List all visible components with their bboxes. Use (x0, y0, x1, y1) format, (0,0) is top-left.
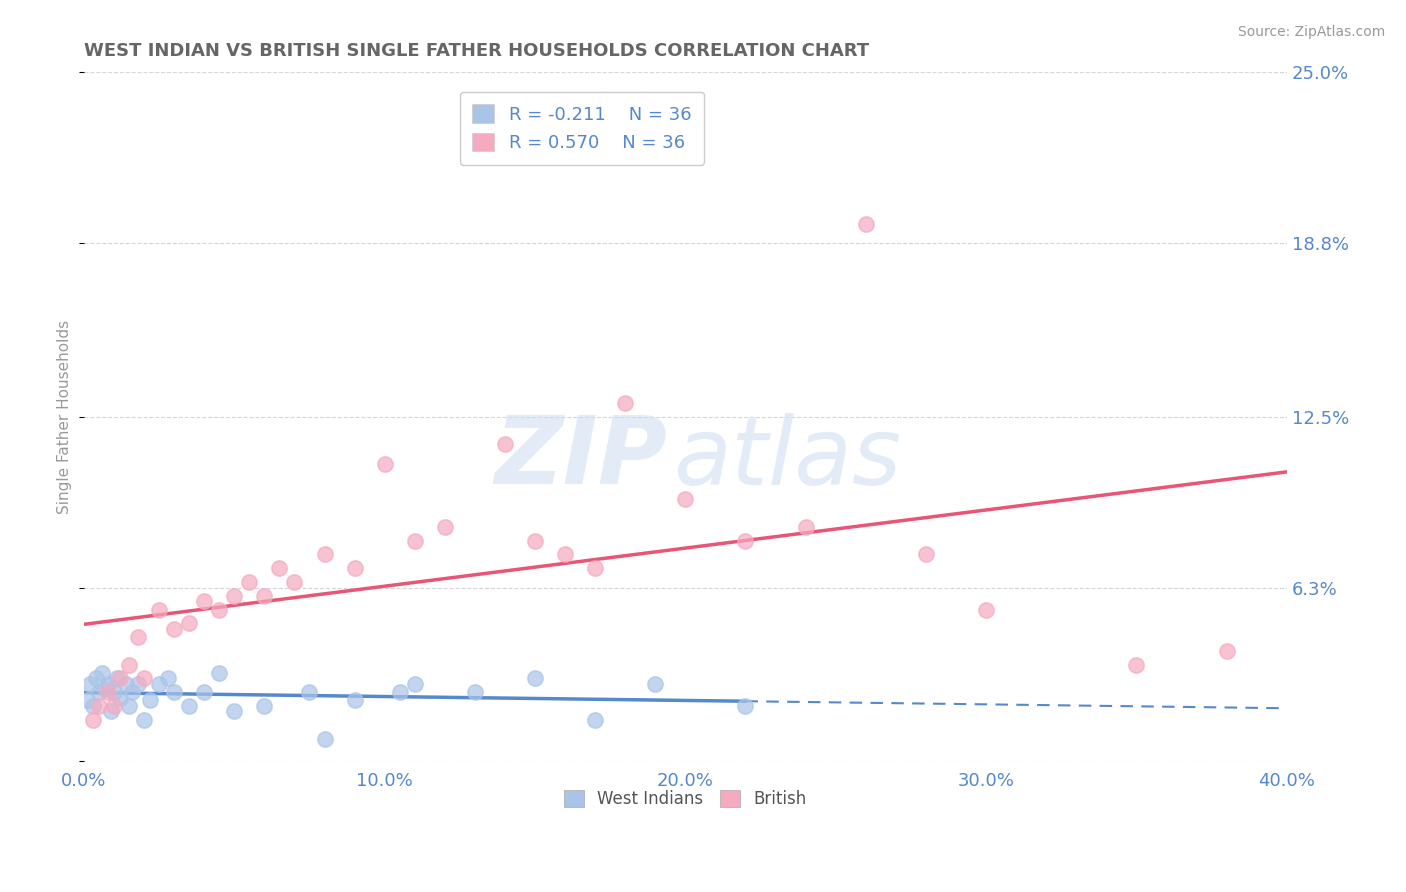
Point (314, 548, 336, 562)
Point (524, 672, 547, 686)
Point (554, 548, 576, 562)
Point (108, 690, 131, 705)
Point (100, 705, 122, 719)
Point (118, 698, 141, 713)
Point (157, 672, 180, 686)
Point (76, 693, 98, 707)
Point (97, 685, 120, 699)
Point (433, 520, 456, 534)
Point (343, 693, 366, 707)
Point (404, 533, 426, 548)
Point (163, 622, 186, 636)
Point (148, 677, 170, 691)
Point (253, 698, 276, 713)
Point (139, 693, 162, 707)
Point (208, 665, 231, 680)
Point (134, 672, 156, 686)
Point (82, 713, 104, 727)
Point (734, 533, 756, 548)
Point (208, 602, 231, 616)
Point (224, 705, 246, 719)
Point (87, 685, 110, 699)
Point (404, 677, 426, 691)
Point (1215, 644, 1237, 658)
Point (974, 602, 997, 616)
Point (79, 677, 101, 691)
Point (298, 685, 321, 699)
Point (84, 672, 107, 686)
Point (148, 602, 170, 616)
Point (253, 589, 276, 603)
Text: atlas: atlas (673, 413, 901, 504)
Point (374, 457, 396, 471)
Point (94, 682, 117, 697)
Point (224, 589, 246, 603)
Point (238, 574, 260, 589)
Point (734, 698, 756, 713)
Point (1125, 657, 1147, 672)
Point (583, 561, 606, 575)
Point (121, 685, 143, 699)
Point (524, 533, 547, 548)
Point (103, 685, 125, 699)
Point (179, 698, 201, 713)
Point (388, 685, 411, 699)
Point (163, 685, 186, 699)
Point (97, 677, 120, 691)
Point (87, 698, 110, 713)
Point (127, 677, 149, 691)
Point (269, 561, 291, 575)
Point (794, 520, 817, 534)
Text: Source: ZipAtlas.com: Source: ZipAtlas.com (1237, 25, 1385, 39)
Point (583, 713, 606, 727)
Point (108, 672, 131, 686)
Text: ZIP: ZIP (495, 412, 668, 504)
Point (82, 698, 104, 713)
Point (118, 657, 141, 672)
Point (193, 594, 215, 608)
Point (644, 677, 666, 691)
Point (314, 732, 336, 747)
Point (134, 713, 156, 727)
Point (283, 574, 305, 589)
Point (855, 217, 877, 231)
Point (915, 548, 938, 562)
Point (673, 492, 696, 507)
Point (105, 672, 128, 686)
Point (115, 677, 138, 691)
Point (494, 437, 516, 451)
Point (103, 698, 125, 713)
Point (91, 665, 114, 680)
Point (464, 685, 486, 699)
Point (127, 630, 149, 644)
Legend: West Indians, British: West Indians, British (557, 783, 813, 814)
Point (193, 685, 215, 699)
Y-axis label: Single Father Households: Single Father Households (58, 319, 72, 514)
Text: WEST INDIAN VS BRITISH SINGLE FATHER HOUSEHOLDS CORRELATION CHART: WEST INDIAN VS BRITISH SINGLE FATHER HOU… (84, 42, 869, 60)
Point (343, 561, 366, 575)
Point (614, 396, 637, 410)
Point (179, 616, 201, 631)
